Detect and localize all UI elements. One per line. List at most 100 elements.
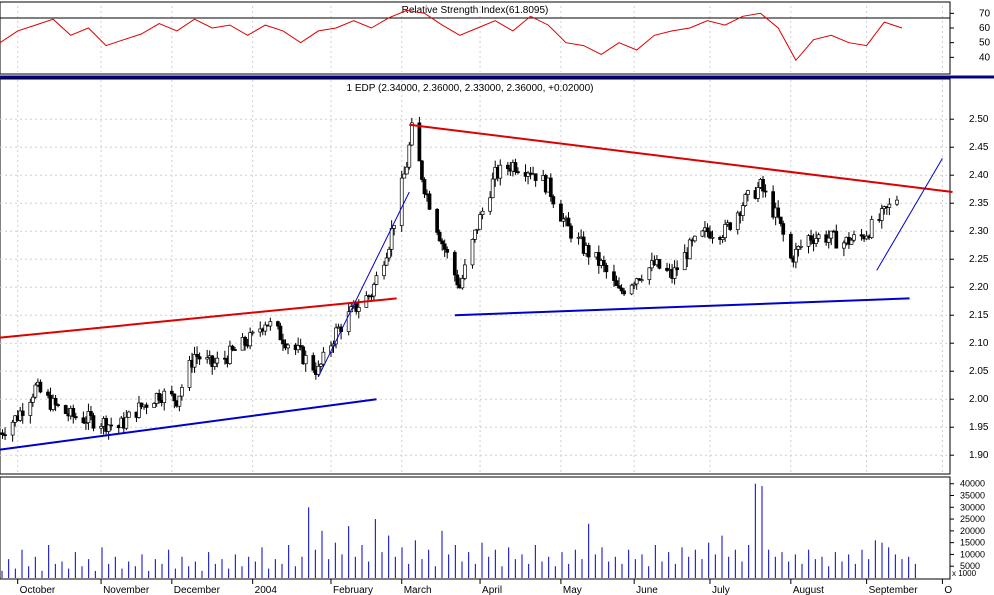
candle-body bbox=[298, 345, 303, 348]
candle-body bbox=[250, 331, 255, 334]
candle-body bbox=[263, 324, 268, 332]
candle-body bbox=[20, 410, 25, 416]
price-y-label-12: 2.50 bbox=[969, 114, 989, 125]
price-y-label-0: 1.90 bbox=[969, 450, 989, 461]
candle-body bbox=[30, 396, 35, 403]
candle-body bbox=[402, 173, 407, 179]
candle-body bbox=[28, 402, 33, 416]
x-tick-label-1: November bbox=[103, 585, 150, 595]
candle-body bbox=[460, 278, 465, 289]
candle-body bbox=[728, 222, 733, 230]
candle-body bbox=[720, 237, 725, 240]
trendline-3 bbox=[454, 297, 910, 317]
candle-body bbox=[268, 321, 273, 327]
candle-body bbox=[278, 325, 283, 341]
rsi-y-axis: 40 50 60 70 bbox=[950, 8, 991, 63]
price-title: 1 EDP (2.34000, 2.36000, 2.33000, 2.3600… bbox=[347, 83, 594, 94]
candle-body bbox=[109, 424, 114, 427]
candle-body bbox=[516, 171, 520, 174]
candle-body bbox=[356, 307, 361, 312]
candle-body bbox=[794, 248, 798, 263]
trendline-1 bbox=[0, 398, 377, 451]
candle-body bbox=[743, 194, 748, 206]
candle-body bbox=[710, 237, 715, 239]
candle-body bbox=[205, 357, 210, 360]
candle-body bbox=[422, 179, 427, 195]
candle-body bbox=[384, 257, 389, 266]
candle-body bbox=[452, 251, 457, 276]
candle-body bbox=[89, 411, 93, 416]
candle-body bbox=[334, 327, 338, 345]
candle-body bbox=[723, 224, 727, 238]
candle-body bbox=[682, 252, 687, 271]
candle-body bbox=[440, 240, 445, 245]
candle-body bbox=[311, 355, 316, 371]
trendline-2 bbox=[409, 123, 953, 193]
candle-body bbox=[127, 411, 131, 418]
candle-body bbox=[248, 332, 252, 347]
price-y-label-11: 2.45 bbox=[969, 142, 989, 153]
candle-body bbox=[478, 214, 482, 230]
candle-body bbox=[3, 434, 7, 437]
candle-body bbox=[346, 311, 351, 332]
x-tick-label-9: July bbox=[712, 585, 730, 595]
candle-body bbox=[172, 393, 177, 402]
candle-body bbox=[761, 178, 765, 192]
candle-body bbox=[700, 230, 705, 237]
rsi-panel: Relative Strength Index(61.8095) 40 50 60 7… bbox=[0, 1, 991, 75]
candle-body bbox=[215, 357, 220, 364]
candle-body bbox=[879, 208, 884, 221]
candle-body bbox=[513, 162, 518, 173]
volume-y-label-4: 25000 bbox=[960, 514, 985, 524]
candle-body bbox=[639, 279, 644, 281]
candle-body bbox=[705, 227, 710, 233]
candle-body bbox=[10, 421, 15, 436]
rsi-y-label-2: 60 bbox=[979, 23, 991, 34]
x-tick-label-3: 2004 bbox=[255, 585, 278, 595]
candle-body bbox=[321, 351, 326, 365]
candle-body bbox=[276, 321, 280, 327]
x-axis: October November December 2004 February March… bbox=[17, 579, 952, 595]
candle-body bbox=[887, 203, 892, 208]
rsi-y-label-3: 70 bbox=[979, 8, 991, 19]
candle-body bbox=[106, 424, 111, 432]
x-tick-label-5: March bbox=[404, 585, 432, 595]
candle-body bbox=[842, 242, 846, 249]
candle-body bbox=[778, 216, 783, 224]
volume-y-label-2: 15000 bbox=[960, 538, 985, 548]
price-y-label-8: 2.30 bbox=[969, 226, 989, 237]
candle-body bbox=[480, 210, 485, 215]
candle-body bbox=[826, 237, 831, 243]
price-panel: 1 EDP (2.34000, 2.36000, 2.33000, 2.3600… bbox=[0, 78, 989, 475]
candle-body bbox=[420, 160, 424, 180]
price-y-label-2: 2.00 bbox=[969, 394, 989, 405]
candle-body bbox=[498, 164, 503, 179]
candle-body bbox=[409, 122, 414, 146]
x-tick-label-0: October bbox=[20, 585, 56, 595]
candle-body bbox=[806, 235, 811, 247]
candle-body bbox=[427, 193, 432, 210]
candle-body bbox=[687, 239, 692, 260]
candle-body bbox=[210, 355, 215, 367]
candle-body bbox=[629, 284, 634, 295]
candle-body bbox=[435, 208, 439, 233]
candle-body bbox=[372, 284, 376, 297]
candle-body bbox=[672, 267, 677, 279]
candle-body bbox=[849, 239, 854, 245]
candle-body bbox=[399, 177, 404, 226]
candle-body bbox=[740, 205, 745, 216]
candle-body bbox=[781, 223, 786, 235]
rsi-line bbox=[0, 9, 903, 62]
candle-body bbox=[197, 356, 202, 360]
candle-body bbox=[233, 349, 237, 351]
x-tick-label-2: December bbox=[174, 585, 221, 595]
candle-body bbox=[852, 234, 856, 241]
price-y-axis: 1.90 1.95 2.00 2.05 2.10 2.15 2.20 2.25 2.30 2.35… bbox=[950, 114, 989, 461]
trendline-4 bbox=[317, 191, 410, 378]
volume-y-label-7: 40000 bbox=[960, 479, 985, 489]
candle-body bbox=[561, 218, 566, 222]
candle-body bbox=[475, 228, 480, 231]
volume-y-label-0: 5000 bbox=[960, 561, 980, 571]
candle-body bbox=[0, 432, 5, 436]
